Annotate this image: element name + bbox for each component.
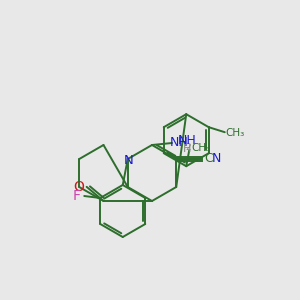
Text: C: C xyxy=(204,152,213,164)
Text: NH: NH xyxy=(178,134,197,148)
Text: CH₃: CH₃ xyxy=(192,143,211,153)
Text: O: O xyxy=(73,180,84,194)
Text: N: N xyxy=(212,152,221,164)
Text: N: N xyxy=(124,154,134,167)
Text: F: F xyxy=(72,189,80,203)
Text: NH: NH xyxy=(169,136,188,148)
Text: CH₃: CH₃ xyxy=(225,128,244,138)
Text: H: H xyxy=(183,144,191,154)
Text: 2: 2 xyxy=(185,143,191,152)
